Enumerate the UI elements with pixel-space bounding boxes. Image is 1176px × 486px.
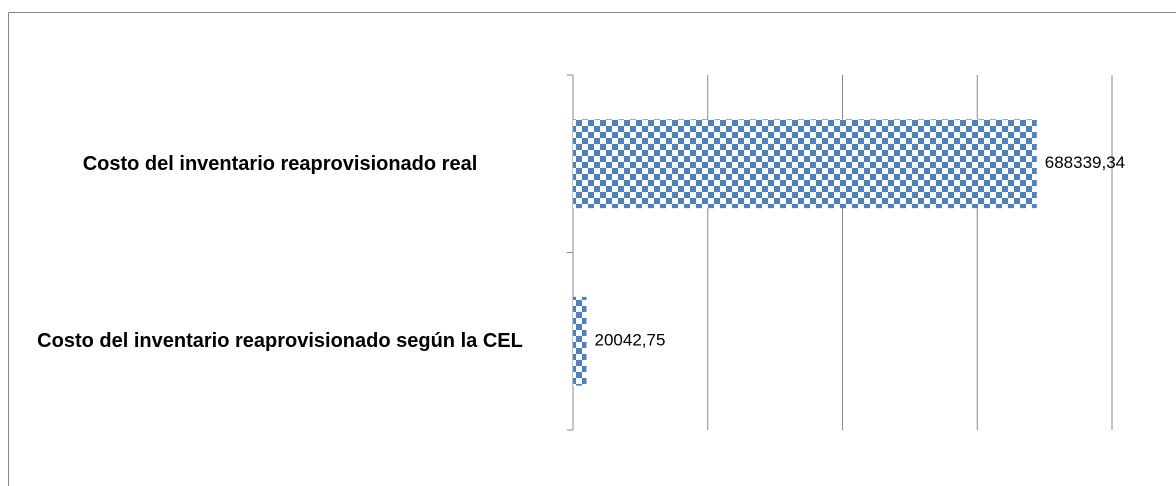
value-label: 688339,34	[1045, 153, 1125, 172]
category-label: Costo del inventario reaprovisionado rea…	[82, 152, 478, 175]
value-label: 20042,75	[595, 331, 666, 350]
category-label: Costo del inventario reaprovisionado seg…	[37, 330, 523, 353]
bar	[573, 119, 1037, 209]
bar	[573, 296, 587, 386]
